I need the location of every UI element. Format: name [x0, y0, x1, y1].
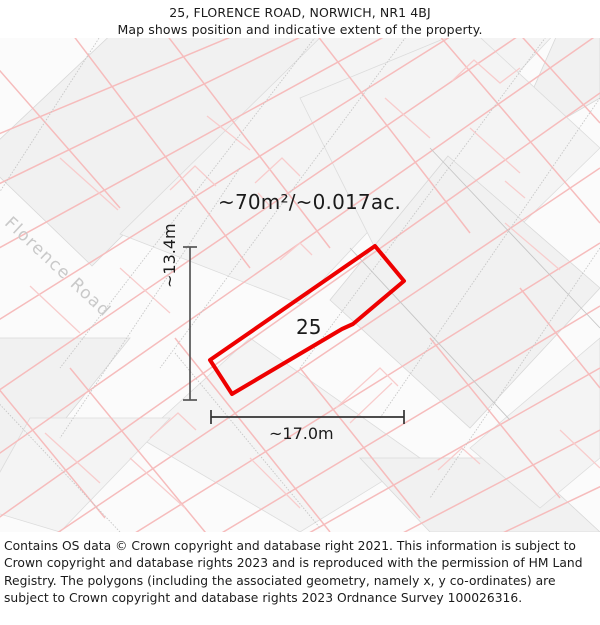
copyright-notice: Contains OS data © Crown copyright and d…: [4, 539, 583, 605]
page-title: 25, FLORENCE ROAD, NORWICH, NR1 4BJ: [169, 5, 431, 20]
building-edges: [0, 38, 600, 532]
map-canvas[interactable]: .pk { stroke:#f6bcbc; stroke-width:1.5; …: [0, 38, 600, 532]
parcel-boundaries-cross: [0, 38, 600, 532]
dimension-ruler-horizontal: [210, 410, 405, 424]
property-outline-25[interactable]: [208, 244, 406, 396]
dimension-ruler-vertical: [183, 246, 197, 401]
map-vector-layer: .pk { stroke:#f6bcbc; stroke-width:1.5; …: [0, 38, 600, 532]
parcel-connectors: [29, 97, 600, 509]
footer: Contains OS data © Crown copyright and d…: [0, 532, 600, 625]
page-subtitle: Map shows position and indicative extent…: [117, 22, 483, 37]
parcel-boundaries-primary: [0, 38, 600, 532]
header: 25, FLORENCE ROAD, NORWICH, NR1 4BJ Map …: [0, 0, 600, 38]
